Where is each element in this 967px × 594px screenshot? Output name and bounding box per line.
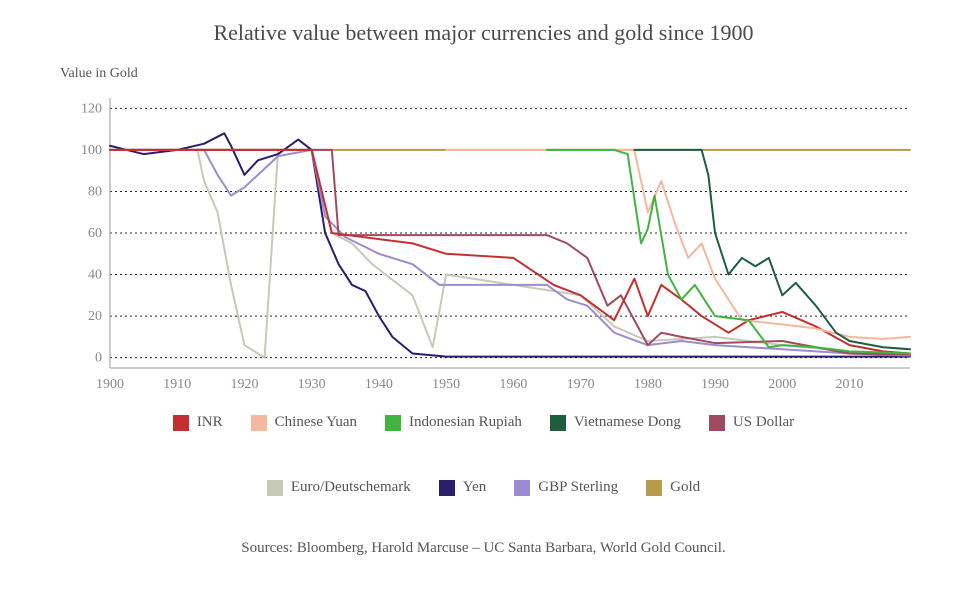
chart-title: Relative value between major currencies … — [40, 20, 927, 46]
legend-label: Chinese Yuan — [275, 414, 357, 431]
legend-label: Yen — [463, 479, 487, 496]
legend-label: INR — [197, 414, 223, 431]
svg-text:1920: 1920 — [230, 377, 258, 392]
svg-text:120: 120 — [81, 101, 102, 116]
legend-item: GBP Sterling — [514, 479, 618, 496]
svg-text:1980: 1980 — [634, 377, 662, 392]
legend-label: Indonesian Rupiah — [409, 414, 522, 431]
chart-svg: 0 20 40 60 80 100 120 1900 1910 1920 1930 1940 1950 1… — [60, 88, 920, 398]
legend-label: Vietnamese Dong — [574, 414, 681, 431]
legend-swatch — [267, 480, 283, 496]
svg-text:1950: 1950 — [432, 377, 460, 392]
legend-swatch — [646, 480, 662, 496]
chart-sources: Sources: Bloomberg, Harold Marcuse – UC … — [40, 540, 927, 557]
legend-label: Euro/Deutschemark — [291, 479, 411, 496]
legend-item: Euro/Deutschemark — [267, 479, 411, 496]
chart-legend: INR Chinese Yuan Indonesian Rupiah Vietname… — [40, 414, 927, 520]
legend-label: US Dollar — [733, 414, 794, 431]
svg-text:1900: 1900 — [96, 377, 124, 392]
legend-swatch — [173, 415, 189, 431]
legend-swatch — [709, 415, 725, 431]
svg-text:0: 0 — [95, 351, 102, 366]
legend-item: Chinese Yuan — [251, 414, 357, 431]
svg-text:2010: 2010 — [835, 377, 863, 392]
svg-text:60: 60 — [88, 226, 102, 241]
legend-swatch — [251, 415, 267, 431]
svg-text:20: 20 — [88, 309, 102, 324]
legend-item: US Dollar — [709, 414, 794, 431]
svg-text:1990: 1990 — [701, 377, 729, 392]
chart-plot-area: 0 20 40 60 80 100 120 1900 1910 1920 1930 1940 1950 1… — [60, 88, 920, 398]
legend-swatch — [439, 480, 455, 496]
svg-text:1930: 1930 — [298, 377, 326, 392]
legend-item: Vietnamese Dong — [550, 414, 681, 431]
legend-swatch — [514, 480, 530, 496]
chart-container: Relative value between major currencies … — [0, 0, 967, 594]
legend-label: GBP Sterling — [538, 479, 618, 496]
svg-text:1960: 1960 — [499, 377, 527, 392]
svg-text:2000: 2000 — [768, 377, 796, 392]
svg-text:1940: 1940 — [365, 377, 393, 392]
legend-swatch — [385, 415, 401, 431]
legend-swatch — [550, 415, 566, 431]
legend-item: Indonesian Rupiah — [385, 414, 522, 431]
y-axis-label: Value in Gold — [60, 66, 927, 82]
svg-text:40: 40 — [88, 268, 102, 283]
legend-item: Yen — [439, 479, 487, 496]
svg-text:1970: 1970 — [567, 377, 595, 392]
svg-text:80: 80 — [88, 184, 102, 199]
legend-label: Gold — [670, 479, 700, 496]
svg-text:100: 100 — [81, 143, 102, 158]
legend-item: INR — [173, 414, 223, 431]
legend-item: Gold — [646, 479, 700, 496]
svg-text:1910: 1910 — [163, 377, 191, 392]
